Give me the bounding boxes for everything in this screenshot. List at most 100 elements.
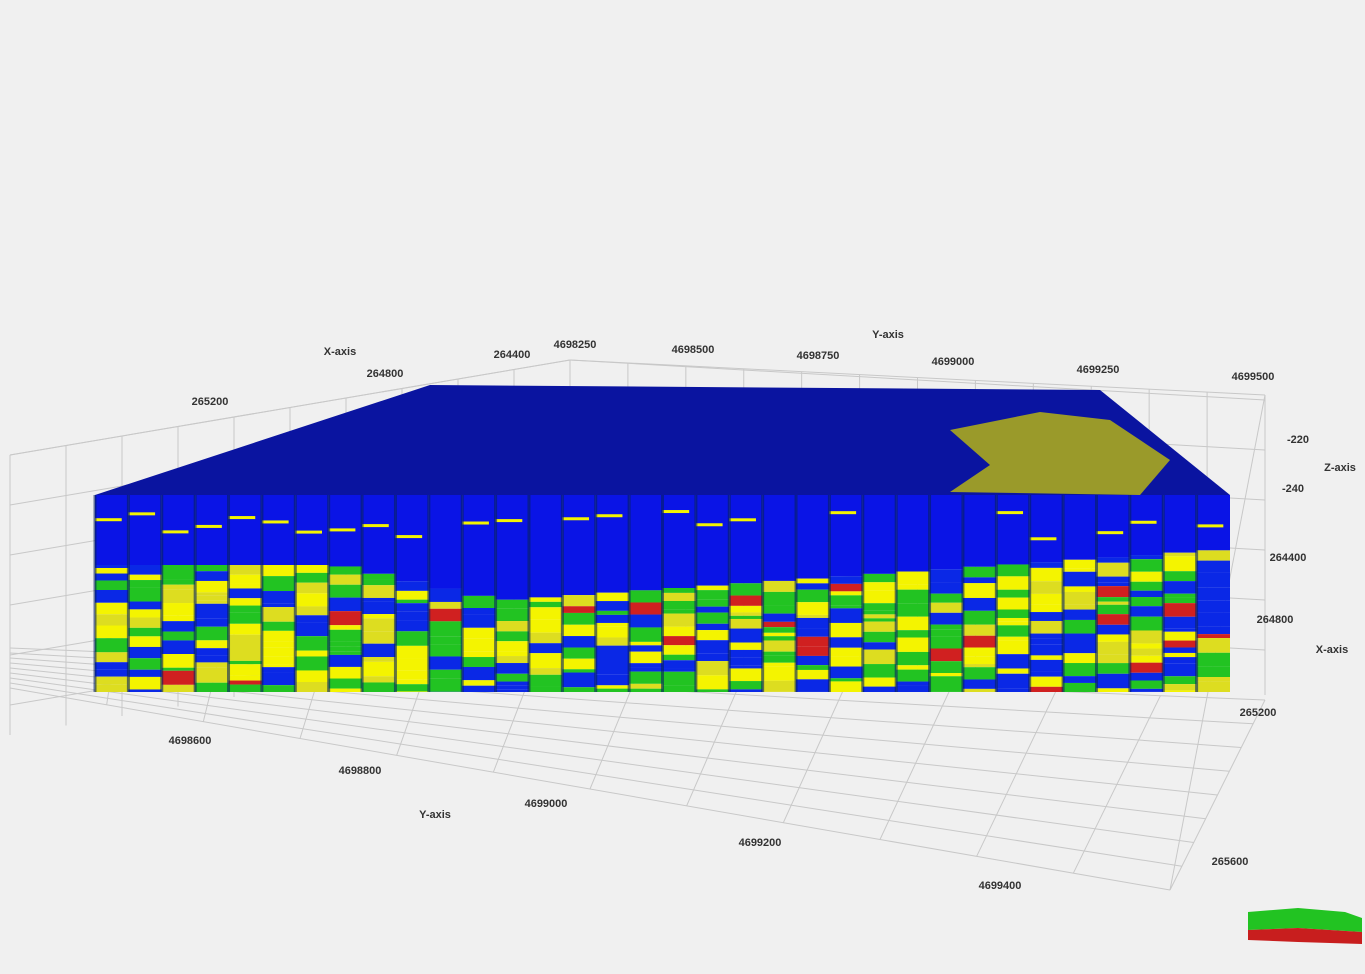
layer: [829, 595, 862, 605]
tick-label: 4698750: [797, 350, 840, 362]
layer: [1063, 560, 1096, 568]
column-top: [796, 495, 829, 579]
layer: [162, 685, 195, 692]
layer: [930, 625, 963, 630]
layer: [1130, 597, 1163, 606]
layer: [362, 598, 395, 602]
layer: [262, 565, 295, 576]
layer: [462, 686, 495, 692]
layer: [996, 618, 1029, 622]
layer: [930, 582, 963, 593]
stripe: [996, 511, 1023, 514]
tick-label: 4699250: [1077, 364, 1120, 376]
layer: [729, 619, 762, 629]
layer: [729, 681, 762, 689]
stripe: [1030, 537, 1057, 540]
layer: [996, 654, 1029, 668]
layer: [863, 678, 896, 687]
layer: [162, 585, 195, 590]
layer: [1030, 621, 1063, 634]
layer: [429, 678, 462, 692]
layer: [229, 681, 262, 685]
layer: [395, 680, 428, 684]
column-top: [629, 495, 662, 590]
layer: [195, 565, 228, 571]
layer: [329, 611, 362, 625]
layer: [796, 602, 829, 615]
layer: [863, 642, 896, 649]
layer: [763, 633, 796, 636]
layer: [1063, 676, 1096, 683]
layer: [1163, 676, 1196, 684]
layer: [1130, 659, 1163, 663]
layer: [295, 651, 328, 657]
layer: [162, 671, 195, 685]
layer: [1197, 634, 1230, 638]
layer: [696, 661, 729, 675]
layer: [1096, 557, 1129, 562]
layer: [462, 608, 495, 614]
layer: [128, 658, 161, 669]
tick-label: 4698600: [169, 735, 212, 747]
layer: [1096, 642, 1129, 655]
layer: [963, 667, 996, 679]
column-top: [1130, 495, 1163, 555]
layer: [1197, 561, 1230, 573]
layer: [996, 668, 1029, 673]
layer: [629, 590, 662, 602]
layer: [1163, 629, 1196, 632]
layer: [562, 606, 595, 613]
layer: [796, 670, 829, 679]
layer: [796, 590, 829, 602]
layer: [562, 625, 595, 636]
layer: [496, 689, 529, 692]
layer: [629, 602, 662, 614]
layer: [529, 633, 562, 643]
axis-title: Y-axis: [419, 809, 451, 821]
layer: [195, 600, 228, 603]
layer: [729, 668, 762, 681]
icon-side: [1248, 928, 1298, 942]
layer: [829, 678, 862, 681]
tick-label: 4699400: [979, 880, 1022, 892]
layer: [529, 643, 562, 653]
layer: [829, 605, 862, 608]
column-top: [930, 495, 963, 569]
layer: [663, 609, 696, 613]
layer: [162, 668, 195, 671]
layer: [462, 628, 495, 639]
layer: [1063, 572, 1096, 587]
column-top: [896, 495, 929, 572]
layer: [796, 583, 829, 589]
layer: [863, 610, 896, 614]
layer: [663, 593, 696, 601]
tick-label: 4699000: [932, 356, 975, 368]
tick-label: 4699500: [1232, 371, 1275, 383]
layer: [729, 643, 762, 650]
stripe: [1096, 531, 1123, 534]
layer: [663, 614, 696, 627]
layer: [229, 661, 262, 664]
layer: [863, 574, 896, 582]
layer: [162, 621, 195, 631]
layer: [229, 612, 262, 624]
layer: [295, 615, 328, 622]
layer: [829, 681, 862, 692]
layer: [128, 575, 161, 580]
layer: [562, 659, 595, 670]
layer: [629, 642, 662, 645]
layer: [128, 636, 161, 647]
stripe: [1130, 521, 1157, 524]
layer: [829, 637, 862, 647]
layer: [1096, 597, 1129, 602]
tick-label: 264400: [1270, 552, 1307, 564]
layer: [930, 691, 963, 692]
layer: [963, 657, 996, 664]
layer: [663, 672, 696, 686]
layer: [696, 607, 729, 613]
layer: [529, 597, 562, 601]
layer: [963, 567, 996, 571]
layer: [329, 667, 362, 679]
layer: [462, 596, 495, 608]
layer: [229, 647, 262, 661]
